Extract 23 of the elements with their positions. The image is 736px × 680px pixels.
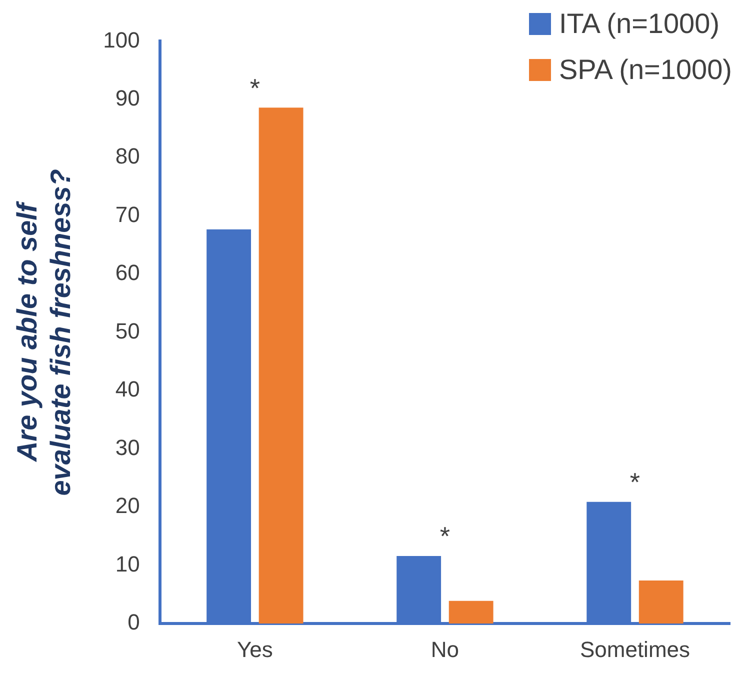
y-tick-label: 40 [115,376,140,402]
y-tick-label: 30 [115,434,140,460]
legend-label: ITA (n=1000) [558,8,720,40]
annotation: * [630,467,640,498]
legend-label: SPA (n=1000) [558,54,732,86]
annotation: * [440,521,450,552]
y-tick-label: 0 [128,610,140,635]
y-tick-label: 60 [115,260,140,286]
annotation: * [250,72,260,103]
y-axis-title: Are you able to self evaluate fish freshness? [12,168,76,496]
y-tick-label: 70 [115,202,140,227]
bar [448,600,494,624]
bar [638,580,684,624]
y-tick-label: 50 [115,318,140,344]
x-tick-label: Yes [236,636,273,662]
x-tick-label: No [430,636,460,662]
bar [258,108,304,624]
x-tick-label: Sometimes [580,636,690,662]
y-tick-label: 90 [115,86,140,111]
y-tick-label: 10 [115,551,140,576]
y-tick-label: 20 [115,493,140,518]
y-tick-label: 100 [103,27,140,52]
y-tick-label: 80 [115,144,140,169]
